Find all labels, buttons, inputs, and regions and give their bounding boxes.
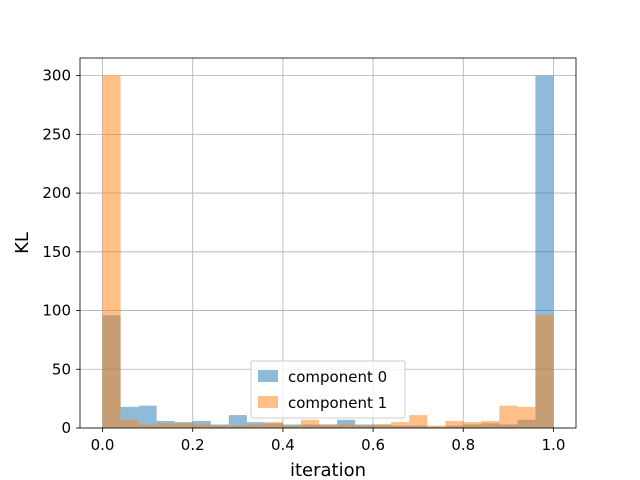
- histogram-bar-series-1: [282, 425, 301, 428]
- histogram-bar-series-1: [228, 425, 247, 428]
- legend-box: [250, 360, 406, 419]
- y-tick-label: 150: [42, 243, 71, 261]
- histogram-bar-series-1: [318, 424, 338, 428]
- histogram-bar-series-1: [373, 424, 392, 428]
- histogram-bar-series-1: [391, 422, 410, 428]
- histogram-bar-series-1: [463, 422, 482, 428]
- histogram-bar-series-1: [481, 420, 500, 428]
- axes: 0.0 0.2 0.4 0.6 0.8 1.0 0 50 100 150 200 250 300: [42, 57, 577, 454]
- y-tick-label: 50: [52, 360, 71, 378]
- x-axis-label: iteration: [290, 460, 366, 480]
- histogram-bar-series-1: [499, 405, 518, 428]
- histogram-bar-series-1: [210, 425, 229, 428]
- histogram-bar-series-1: [192, 424, 211, 428]
- histogram-bar-series-1: [427, 425, 446, 428]
- y-tick-label: 200: [42, 184, 71, 202]
- histogram-bar-series-1: [246, 424, 265, 428]
- x-tick-label: 0.2: [181, 436, 205, 454]
- histogram-bar-series-0: [138, 405, 157, 428]
- x-tick-label: 0.4: [271, 436, 295, 454]
- y-tick-label: 0: [61, 419, 71, 437]
- histogram-bar-series-1: [174, 423, 193, 428]
- legend: component 0 component 1: [250, 360, 406, 419]
- x-tick-label: 0.8: [451, 436, 475, 454]
- y-axis-label: KL: [12, 232, 33, 254]
- histogram-bar-series-1: [102, 75, 121, 428]
- x-tick-label: 0.0: [91, 436, 115, 454]
- x-tick-label: 1.0: [542, 436, 566, 454]
- y-tick-label: 250: [42, 125, 71, 143]
- histogram-bar-series-0: [337, 419, 356, 428]
- histogram-bar-series-1: [517, 406, 536, 428]
- y-tick-label: 100: [42, 302, 71, 320]
- histogram-bar-series-1: [120, 419, 139, 428]
- histogram-bar-series-1: [535, 315, 554, 428]
- legend-swatch-series-0: [258, 370, 278, 382]
- legend-label-series-0: component 0: [288, 368, 387, 386]
- histogram-bar-series-1: [156, 423, 175, 428]
- histogram-bars: [102, 75, 554, 428]
- histogram-bar-series-1: [138, 424, 157, 428]
- legend-label-series-1: component 1: [288, 394, 387, 412]
- histogram-bar-series-0: [228, 415, 247, 428]
- histogram-bar-series-1: [355, 425, 374, 428]
- histogram-bar-series-1: [409, 415, 428, 428]
- x-tick-label: 0.6: [361, 436, 385, 454]
- plot-frame: [79, 57, 577, 429]
- y-tick-label: 300: [42, 67, 71, 85]
- histogram-bar-series-1: [300, 419, 319, 428]
- histogram-bar-series-1: [264, 422, 283, 428]
- histogram-bar-series-1: [445, 420, 464, 428]
- legend-swatch-series-1: [258, 396, 278, 408]
- histogram-bar-series-1: [337, 424, 356, 428]
